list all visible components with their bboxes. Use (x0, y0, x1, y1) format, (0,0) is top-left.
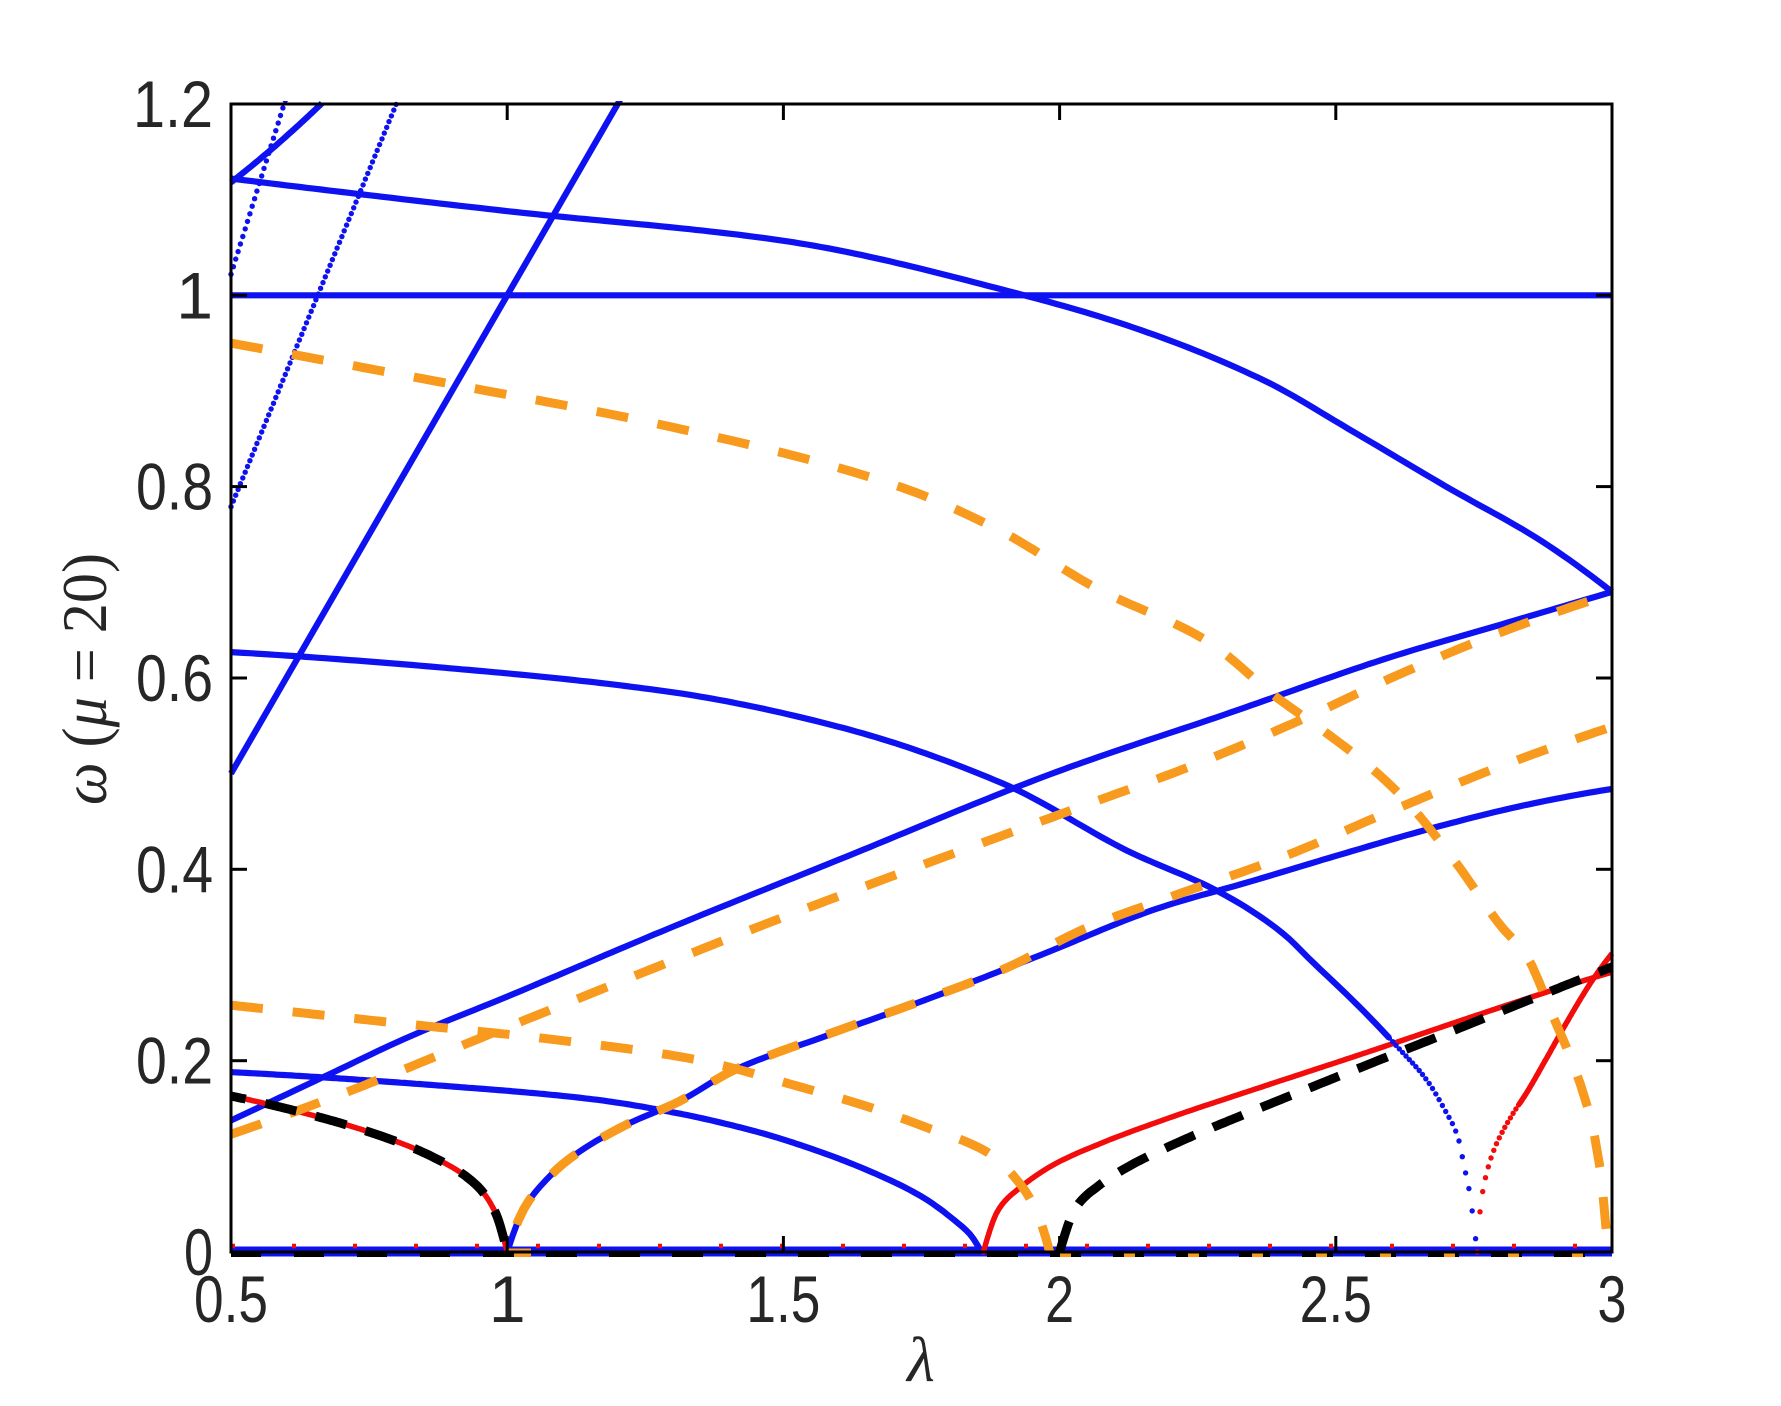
svg-text:2: 2 (1045, 1262, 1074, 1336)
svg-text:0.4: 0.4 (136, 832, 213, 906)
svg-text:λ: λ (905, 1324, 935, 1395)
svg-text:1: 1 (176, 258, 213, 332)
svg-text:2.5: 2.5 (1300, 1262, 1372, 1336)
svg-text:ω (μ = 20): ω (μ = 20) (49, 553, 120, 805)
svg-text:1.5: 1.5 (746, 1262, 820, 1336)
svg-text:1: 1 (489, 1262, 526, 1336)
svg-text:3: 3 (1598, 1262, 1627, 1336)
svg-text:0.2: 0.2 (136, 1024, 213, 1098)
svg-text:1.2: 1.2 (133, 67, 213, 141)
svg-text:0.6: 0.6 (136, 641, 213, 715)
svg-text:0: 0 (184, 1215, 213, 1289)
svg-text:0.8: 0.8 (136, 450, 213, 524)
svg-text:0.5: 0.5 (194, 1262, 268, 1336)
